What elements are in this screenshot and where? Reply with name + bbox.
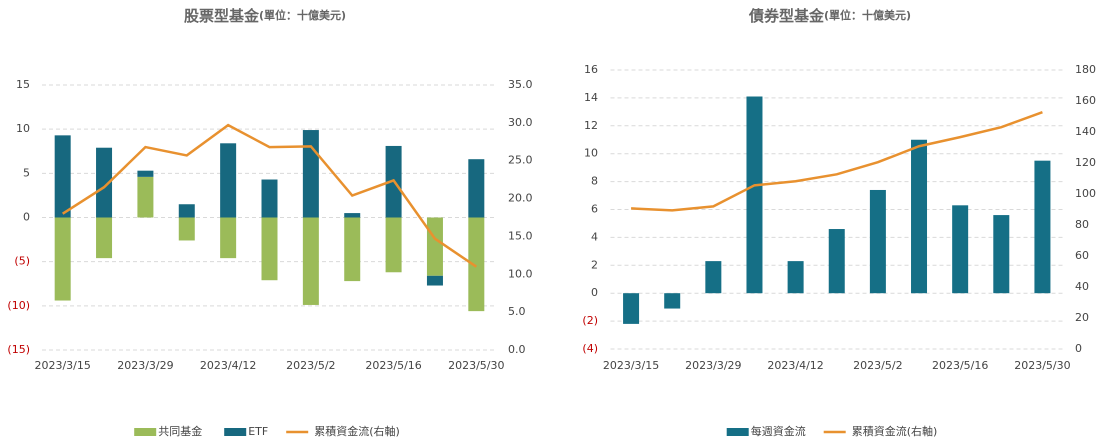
bar [178, 217, 195, 241]
y-tick-label: (10) [7, 299, 30, 312]
bar [828, 229, 845, 294]
title: 債券型基金 [748, 7, 825, 25]
subtitle: (單位：十億美元) [259, 8, 346, 22]
title: 股票型基金 [184, 7, 260, 25]
legend-label: 累積資金流(右軸) [852, 424, 938, 438]
y-tick-label: 6 [591, 203, 598, 216]
y2-tick-label: 35.0 [508, 78, 533, 91]
x-tick-label: 2023/5/2 [286, 359, 335, 372]
line [62, 123, 478, 268]
y-tick-label: 15 [16, 78, 30, 91]
y-tick-label: 10 [584, 147, 598, 160]
y2-tick-label: 100 [1075, 187, 1096, 200]
bar [952, 205, 969, 294]
x-tick-label: 2023/5/16 [365, 359, 421, 372]
bar [302, 217, 319, 305]
y-tick-label: 0 [23, 211, 30, 224]
bar [178, 204, 195, 218]
line [631, 110, 1043, 212]
legend: 每週資金流 累積資金流(右軸) [726, 424, 938, 438]
y-tick-label: 4 [591, 230, 598, 243]
y-tick-label: 10 [16, 122, 30, 135]
x-tick-label: 2023/5/30 [1014, 359, 1070, 372]
bar [344, 217, 361, 282]
y-tick-label: (15) [7, 343, 30, 356]
bar [96, 147, 113, 218]
bar [302, 130, 319, 218]
y2-tick-label: 10.0 [508, 267, 533, 280]
bar [911, 139, 928, 294]
x-tick-label: 2023/4/12 [767, 359, 823, 372]
y2-tick-label: 40 [1075, 280, 1089, 293]
y-tick-label: 16 [584, 63, 598, 76]
y2-tick-label: 60 [1075, 249, 1089, 262]
bar [623, 293, 640, 324]
x-tick-label: 2023/3/29 [117, 359, 173, 372]
y2-tick-label: 15.0 [508, 229, 533, 242]
y-tick-label: 12 [584, 119, 598, 132]
bar [261, 179, 278, 218]
x-tick-label: 2023/5/16 [932, 359, 988, 372]
bar [54, 135, 71, 218]
y2-tick-label: 20 [1075, 311, 1089, 324]
bar [787, 261, 804, 294]
x-tick-label: 2023/5/2 [853, 359, 902, 372]
bar [137, 170, 154, 177]
y-tick-label: 14 [584, 91, 598, 104]
y2-tick-label: 0.0 [508, 343, 526, 356]
y-tick-label: (2) [582, 314, 598, 327]
legend-swatch [134, 428, 157, 436]
y2-tick-label: 0 [1075, 342, 1082, 355]
y2-tick-label: 120 [1075, 156, 1096, 169]
y2-tick-label: 80 [1075, 218, 1089, 231]
bar [426, 217, 443, 276]
legend-swatch [726, 428, 749, 436]
legend-label: 共同基金 [158, 424, 202, 438]
y-tick-label: (4) [582, 342, 598, 355]
y2-tick-label: 25.0 [508, 154, 533, 167]
bar [261, 217, 278, 281]
bar [746, 96, 763, 294]
bar [54, 217, 71, 301]
bar [468, 217, 485, 312]
bar [993, 215, 1010, 294]
bar [1034, 160, 1051, 294]
y-tick-label: 0 [591, 286, 598, 299]
y2-tick-label: 20.0 [508, 192, 533, 205]
y-tick-label: 5 [23, 166, 30, 179]
legend-label: 累積資金流(右軸) [314, 424, 400, 438]
x-tick-label: 2023/4/12 [200, 359, 256, 372]
y2-tick-label: 160 [1075, 94, 1096, 107]
chart-title: 股票型基金(單位：十億美元) [184, 7, 346, 25]
y2-tick-label: 30.0 [508, 116, 533, 129]
legend-swatch [224, 428, 247, 436]
bar [468, 159, 485, 218]
chart-title: 債券型基金(單位：十億美元) [748, 7, 911, 25]
legend: 共同基金 ETF 累積資金流(右軸) [134, 424, 400, 438]
y2-tick-label: 5.0 [508, 305, 526, 318]
x-tick-label: 2023/5/30 [448, 359, 504, 372]
bar [705, 261, 722, 294]
bar [385, 217, 402, 273]
bar [220, 217, 237, 259]
bar [664, 293, 681, 309]
x-tick-label: 2023/3/29 [685, 359, 741, 372]
y-tick-label: 8 [591, 175, 598, 188]
bar [220, 143, 237, 218]
bar [344, 213, 361, 218]
x-tick-label: 2023/3/15 [34, 359, 90, 372]
bar [869, 189, 886, 294]
bar [137, 176, 154, 218]
bar [426, 275, 443, 286]
y2-tick-label: 180 [1075, 63, 1096, 76]
y-tick-label: (5) [14, 255, 30, 268]
subtitle: (單位：十億美元) [824, 8, 911, 22]
legend-label: ETF [248, 425, 268, 438]
legend-label: 每週資金流 [751, 424, 806, 438]
y2-tick-label: 140 [1075, 125, 1096, 138]
x-tick-label: 2023/3/15 [603, 359, 659, 372]
y-tick-label: 2 [591, 258, 598, 271]
bar [96, 217, 113, 259]
